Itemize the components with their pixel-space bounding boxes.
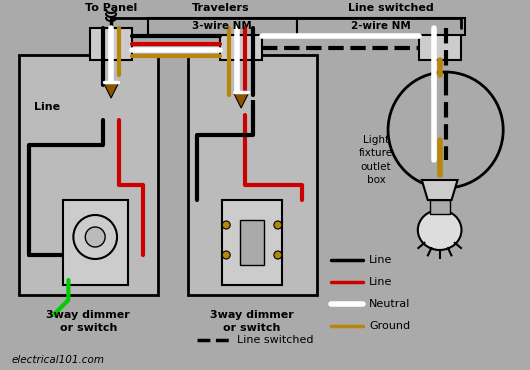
Text: Line switched: Line switched (237, 335, 314, 345)
Circle shape (388, 72, 503, 188)
Bar (220, 28, 262, 60)
Circle shape (73, 215, 117, 259)
Bar (64, 200, 128, 285)
Text: Line: Line (369, 277, 393, 287)
Bar (430, 200, 449, 214)
Text: 3way dimmer
or switch: 3way dimmer or switch (210, 310, 294, 333)
Text: Light
fixture
outlet
box: Light fixture outlet box (359, 135, 393, 185)
Bar (19, 55, 158, 295)
Bar (297, 18, 465, 35)
Ellipse shape (418, 210, 462, 250)
Bar (419, 28, 461, 60)
Circle shape (274, 251, 282, 259)
Polygon shape (103, 82, 119, 98)
Bar (188, 55, 316, 295)
Bar (240, 220, 264, 265)
Bar (90, 28, 132, 60)
Text: Line: Line (34, 102, 60, 112)
Polygon shape (422, 180, 457, 200)
Text: electrical101.com: electrical101.com (12, 355, 105, 365)
Text: Neutral: Neutral (369, 299, 411, 309)
Circle shape (222, 221, 230, 229)
Text: 3way dimmer
or switch: 3way dimmer or switch (47, 310, 130, 333)
Circle shape (274, 221, 282, 229)
Bar (222, 200, 282, 285)
Bar (148, 18, 297, 35)
Circle shape (222, 251, 230, 259)
Text: 2-wire NM: 2-wire NM (351, 21, 411, 31)
Text: Travelers: Travelers (191, 3, 249, 13)
Text: Ground: Ground (369, 321, 410, 331)
Text: 3-wire NM: 3-wire NM (192, 21, 252, 31)
Text: Line switched: Line switched (348, 3, 434, 13)
Text: To Panel: To Panel (85, 3, 137, 13)
Text: Line: Line (369, 255, 393, 265)
Circle shape (85, 227, 105, 247)
Polygon shape (233, 92, 249, 108)
